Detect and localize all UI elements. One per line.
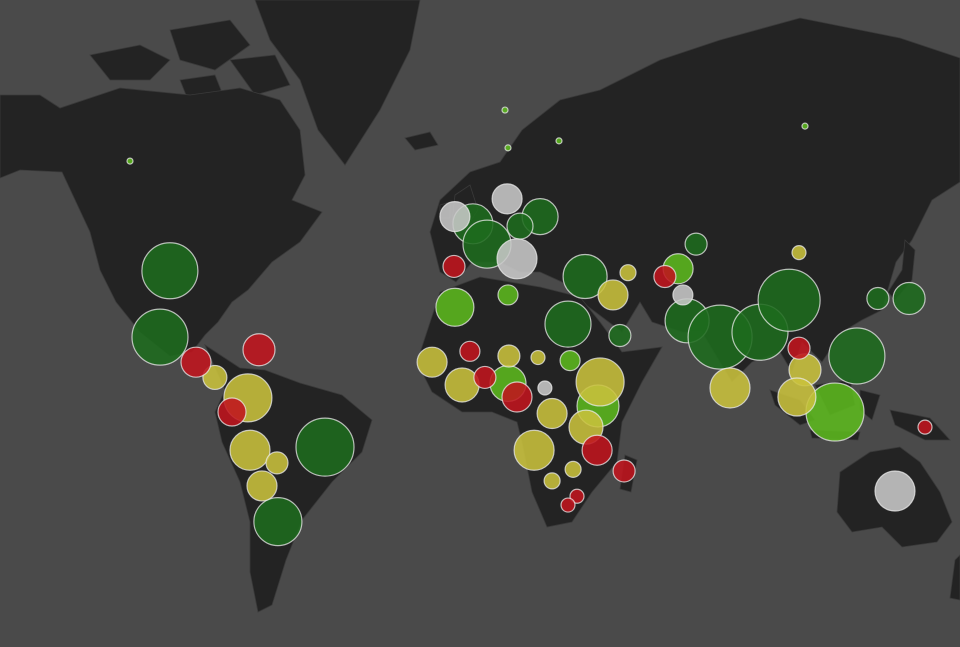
bubble	[536, 397, 568, 430]
bubble	[496, 238, 538, 280]
bubble	[653, 264, 677, 289]
bubble	[530, 349, 546, 366]
bubble	[575, 357, 625, 407]
greenland	[254, 0, 421, 166]
bubble	[246, 470, 278, 502]
bubble	[543, 472, 561, 490]
bubble	[866, 286, 890, 311]
bubble	[439, 201, 471, 233]
eurasia	[429, 17, 960, 383]
bubble	[513, 429, 555, 471]
bubble	[265, 451, 289, 475]
bubble	[180, 346, 212, 378]
bubble	[202, 364, 228, 391]
bubble	[709, 367, 751, 409]
bubble	[917, 419, 933, 435]
bubble	[497, 344, 521, 368]
bubble	[416, 346, 448, 378]
bubble	[828, 327, 886, 385]
iceland	[404, 131, 439, 151]
bubble	[217, 397, 247, 427]
bubble	[435, 287, 475, 327]
bubble	[619, 264, 637, 282]
bubble	[612, 459, 636, 483]
bubbles	[126, 106, 933, 547]
bubble	[874, 470, 916, 512]
bubble	[537, 380, 553, 396]
bubble	[504, 144, 512, 152]
bubble	[777, 377, 817, 417]
bubble	[444, 367, 480, 403]
bubble	[131, 308, 189, 366]
bubble	[559, 350, 581, 372]
bubble	[581, 434, 613, 466]
bubble	[501, 106, 509, 114]
bubble	[564, 460, 582, 478]
bubble	[555, 137, 563, 145]
bubble	[126, 157, 134, 165]
bubble	[229, 429, 271, 471]
bubble	[560, 497, 576, 513]
bubble	[459, 340, 481, 362]
bubble	[295, 417, 355, 477]
bubble	[501, 381, 533, 413]
bubble	[562, 253, 608, 300]
new-zealand	[949, 554, 960, 601]
bubble	[672, 284, 694, 306]
bubble	[608, 323, 632, 348]
bubble	[506, 212, 534, 240]
bubble	[253, 496, 303, 547]
bubble	[473, 365, 497, 390]
land	[0, 0, 960, 613]
bubble	[141, 242, 199, 300]
bubble	[597, 279, 629, 311]
bubble	[801, 122, 809, 130]
bubble	[544, 300, 592, 348]
bubble	[497, 284, 519, 306]
north-america	[0, 87, 323, 357]
bubble	[569, 488, 585, 504]
bubble	[491, 183, 523, 215]
bubble	[757, 268, 821, 332]
bubble	[242, 333, 276, 367]
bubble	[442, 254, 466, 279]
bubble	[791, 245, 807, 261]
bubble	[684, 232, 708, 256]
bubble	[892, 281, 926, 316]
arctic-islands	[89, 19, 291, 106]
bubble	[787, 336, 811, 360]
